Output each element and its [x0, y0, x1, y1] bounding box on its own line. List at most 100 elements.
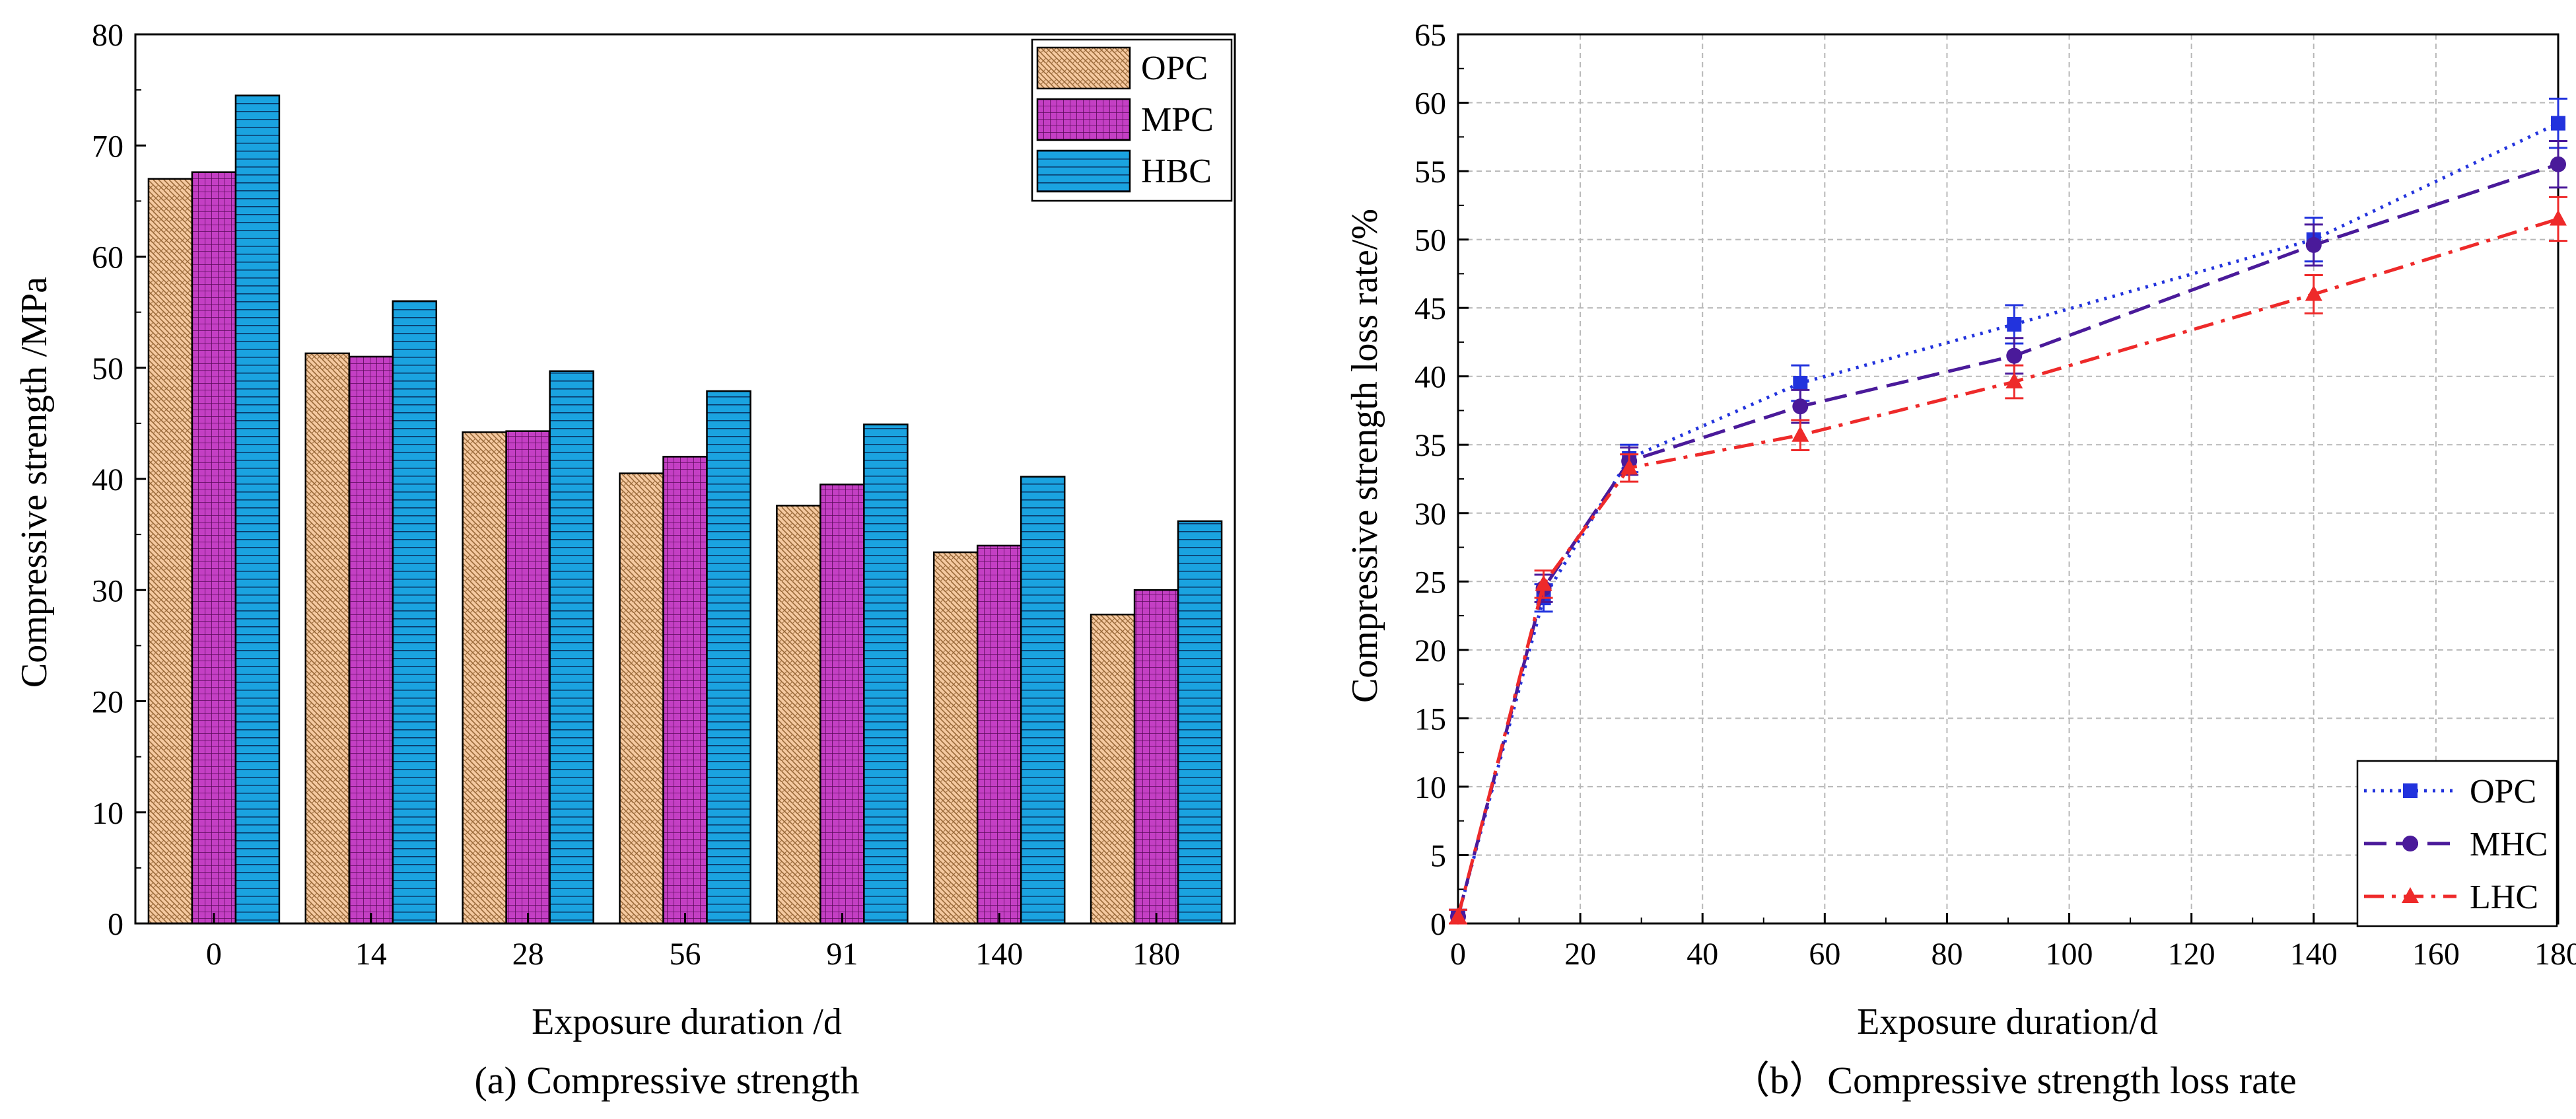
line-series-group	[1449, 97, 2567, 925]
y-tick-label: 80	[92, 18, 123, 53]
bar-chart: 0 10 20 30 40 50 60 70 80 0 14 28 56 91 140 180 Exposu…	[14, 18, 1236, 1102]
legend-label-mhc: MHC	[2470, 826, 2548, 863]
bar-opc	[619, 472, 664, 925]
legend-swatch-hbc	[1036, 149, 1131, 193]
y-tick-label: 30	[92, 573, 123, 608]
y-axis-label: Compressive strength loss rate/%	[1344, 209, 1385, 703]
data-point-lhc	[2005, 372, 2023, 388]
x-tick-label: 28	[512, 937, 544, 972]
bar-mpc	[348, 355, 394, 925]
legend-marker-mhc	[2402, 836, 2418, 851]
bar-opc	[304, 352, 351, 925]
legend-label-hbc: HBC	[1141, 153, 1212, 190]
data-point-lhc	[1449, 907, 1467, 923]
bar-hbc	[1177, 520, 1223, 925]
bar-series-group	[147, 94, 1223, 925]
x-axis: 0 20 40 60 80 100 120 140 160 180	[1450, 913, 2576, 972]
bar-opc	[1090, 614, 1136, 925]
y-tick-label: 0	[1430, 907, 1446, 942]
data-point-lhc	[2550, 209, 2567, 226]
line-chart: 0 5 10 15 20 25 30 35 40 45 50 55 60 65 0 20 40 60 80 100 1…	[1344, 18, 2576, 1102]
legend-swatch-mpc	[1036, 98, 1131, 141]
legend-marker-lhc	[2402, 887, 2419, 903]
x-tick-label: 56	[670, 937, 701, 972]
legend-label-mpc: MPC	[1141, 101, 1214, 139]
x-tick-label: 14	[355, 937, 387, 972]
data-point-lhc	[1620, 458, 1638, 475]
data-point-lhc	[2305, 285, 2322, 301]
data-point-mhc	[2305, 236, 2322, 253]
bar-hbc	[549, 370, 594, 925]
bar-hbc	[706, 390, 751, 925]
x-tick-label: 20	[1564, 937, 1596, 972]
bar-mpc	[505, 430, 551, 925]
x-tick-label: 0	[206, 937, 222, 972]
bar-opc	[147, 178, 193, 925]
x-axis: 0 14 28 56 91 140 180	[206, 913, 1180, 972]
y-tick-label: 60	[1414, 87, 1446, 122]
y-tick-label: 50	[92, 351, 123, 386]
x-tick-label: 40	[1687, 937, 1718, 972]
figure-caption: (a) Compressive strength	[474, 1059, 859, 1102]
x-tick-label: 140	[2290, 937, 2338, 972]
y-axis-label: Compressive strength /MPa	[14, 277, 55, 688]
data-point-opc	[2551, 116, 2565, 131]
x-tick-label: 140	[975, 937, 1023, 972]
y-axis: 0 10 20 30 40 50 60 70 80	[92, 18, 146, 942]
x-tick-label: 80	[1931, 937, 1963, 972]
bar-opc	[462, 431, 507, 925]
legend-swatch-opc	[1036, 46, 1131, 90]
y-tick-label: 45	[1414, 291, 1446, 326]
legend-label-lhc: LHC	[2470, 879, 2538, 916]
legend: OPC MPC HBC	[1031, 38, 1233, 202]
legend: OPC MHC LHC	[2356, 760, 2558, 927]
bar-opc	[776, 505, 821, 925]
data-point-lhc	[1792, 425, 1809, 442]
y-tick-label: 50	[1414, 223, 1446, 258]
x-axis-label: Exposure duration/d	[1857, 1001, 2158, 1042]
bar-hbc	[392, 300, 438, 925]
y-tick-label: 20	[92, 685, 123, 720]
data-point-mhc	[2006, 347, 2023, 364]
y-tick-label: 30	[1414, 497, 1446, 532]
x-tick-label: 180	[2534, 937, 2576, 972]
bar-mpc	[1133, 589, 1179, 925]
y-tick-label: 35	[1414, 428, 1446, 463]
bar-opc	[932, 551, 979, 925]
x-tick-label: 120	[2168, 937, 2215, 972]
bar-hbc	[1020, 476, 1066, 925]
x-tick-label: 100	[2046, 937, 2093, 972]
bar-mpc	[662, 456, 708, 925]
y-tick-label: 25	[1414, 565, 1446, 600]
y-axis: 0 5 10 15 20 25 30 35 40 45 50 55 60 65	[1414, 18, 1469, 942]
data-point-opc	[2007, 317, 2022, 332]
x-tick-label: 0	[1450, 937, 1466, 972]
y-tick-label: 20	[1414, 633, 1446, 668]
y-tick-label: 40	[1414, 360, 1446, 395]
y-tick-label: 10	[1414, 770, 1446, 805]
y-tick-label: 0	[108, 907, 123, 942]
x-tick-label: 180	[1132, 937, 1180, 972]
grid	[1458, 34, 2558, 923]
y-tick-label: 60	[92, 240, 123, 275]
legend-label-opc: OPC	[2470, 773, 2536, 811]
data-point-mhc	[1792, 398, 1809, 415]
bar-mpc	[191, 171, 237, 925]
x-axis-label: Exposure duration /d	[532, 1001, 842, 1042]
legend-box	[2356, 760, 2558, 927]
data-point-lhc	[1535, 575, 1552, 591]
bar-hbc	[234, 94, 281, 925]
bar-mpc	[819, 484, 865, 925]
bar-hbc	[863, 423, 909, 925]
y-tick-label: 5	[1430, 838, 1446, 873]
y-tick-label: 70	[92, 129, 123, 164]
bar-mpc	[976, 544, 1022, 925]
data-point-opc	[1793, 376, 1808, 391]
x-tick-label: 91	[826, 937, 858, 972]
figure-caption: （b）Compressive strength loss rate	[1731, 1059, 2296, 1102]
legend-label-opc: OPC	[1141, 50, 1208, 87]
y-tick-label: 15	[1414, 702, 1446, 737]
y-tick-label: 65	[1414, 18, 1446, 53]
data-point-mhc	[2550, 156, 2566, 172]
